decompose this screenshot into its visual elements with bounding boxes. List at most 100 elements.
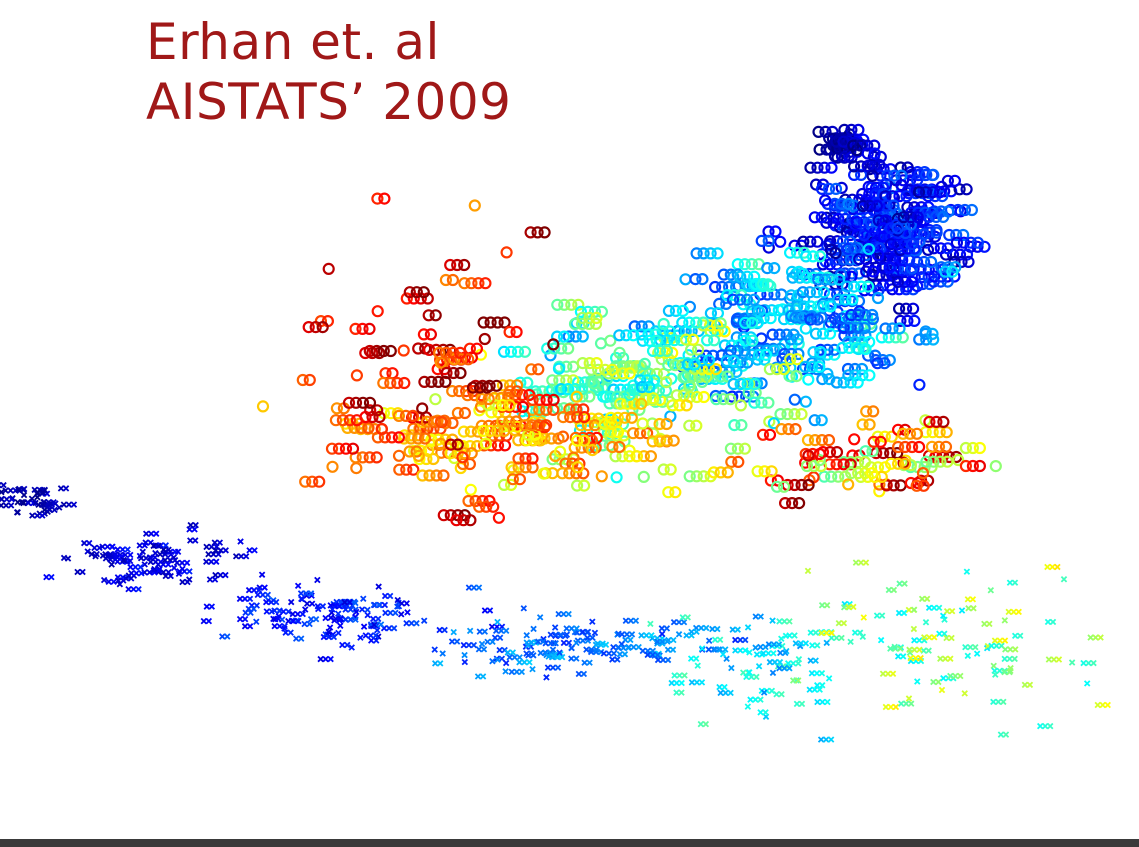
circle-point (844, 376, 857, 389)
circle-point (793, 271, 806, 284)
circle-point (609, 367, 622, 380)
circle-point (870, 199, 884, 213)
circle-point (775, 288, 788, 301)
circle-point (567, 451, 580, 464)
circle-point (434, 415, 448, 428)
cross-point (995, 698, 1002, 706)
cross-point (938, 686, 946, 694)
cross-point (1000, 698, 1007, 706)
circle-point (343, 414, 356, 427)
cross-point (210, 550, 217, 558)
circle-point (690, 316, 703, 329)
circle-point (851, 376, 864, 389)
cross-point (70, 501, 78, 508)
circle-point (822, 182, 836, 195)
cross-point (748, 673, 755, 681)
cross-point (403, 619, 410, 627)
cross-point (914, 678, 921, 685)
circle-point (813, 360, 826, 373)
cross-point (644, 651, 651, 659)
cross-point (555, 610, 562, 618)
cross-point (208, 603, 216, 610)
cross-point (818, 670, 826, 677)
cross-point (1085, 659, 1092, 667)
cross-point (568, 625, 575, 632)
cross-point (732, 636, 739, 644)
cross-point (308, 600, 316, 607)
circle-point (346, 442, 360, 455)
circle-point (599, 363, 612, 376)
cross-point (812, 657, 819, 664)
circle-point (841, 362, 855, 376)
cross-point (776, 618, 783, 625)
circle-point (646, 435, 659, 448)
cross-point (152, 549, 159, 557)
circle-point (526, 393, 539, 406)
circle-point (795, 478, 808, 492)
circle-point (495, 391, 508, 404)
circle-point (451, 258, 464, 272)
cross-point (907, 700, 915, 707)
circle-point (848, 242, 862, 255)
cross-point (967, 643, 974, 651)
circle-point (866, 169, 879, 182)
circle-point (503, 385, 517, 398)
cross-point (40, 499, 47, 506)
circle-point (474, 400, 488, 413)
circle-point (740, 293, 754, 306)
cross-point (584, 628, 592, 636)
circle-point (451, 438, 464, 451)
cross-point (285, 617, 292, 625)
circle-point (561, 383, 575, 396)
circle-point (412, 432, 425, 445)
circle-point (410, 286, 423, 299)
cross-point (245, 586, 253, 594)
cross-point (329, 606, 336, 613)
cross-point (937, 655, 944, 662)
circle-point (795, 408, 808, 421)
cross-point (737, 647, 744, 654)
circle-point (934, 455, 947, 468)
circle-point (852, 467, 865, 480)
circle-point (496, 379, 510, 392)
circle-point (697, 247, 710, 260)
cross-point (203, 558, 210, 565)
circle-point (887, 479, 900, 492)
cross-point (972, 643, 979, 651)
cross-point (137, 563, 144, 571)
cross-point (550, 653, 557, 660)
circle-point (450, 514, 463, 527)
circle-point (710, 393, 723, 406)
circle-point (611, 390, 624, 403)
circle-point (821, 367, 834, 380)
cross-point (806, 686, 813, 693)
circle-point (800, 271, 813, 284)
circle-point (819, 273, 832, 286)
cross-point (0, 496, 5, 503)
circle-point (576, 311, 589, 324)
circle-point (847, 160, 861, 173)
cross-point (847, 638, 854, 646)
circle-point (491, 316, 504, 329)
cross-point (74, 568, 81, 576)
cross-point (819, 682, 826, 689)
circle-point (864, 216, 878, 229)
circle-point (731, 442, 745, 455)
circle-point (455, 353, 468, 366)
cross-point (957, 672, 964, 680)
circle-point (502, 391, 515, 404)
circle-point (482, 392, 495, 406)
cross-point (729, 626, 736, 633)
cross-point (137, 554, 145, 562)
circle-point (770, 480, 784, 493)
circle-point (462, 353, 475, 366)
circle-point (592, 363, 605, 376)
circle-point (371, 305, 384, 318)
cross-point (860, 614, 868, 621)
circle-point (896, 427, 910, 440)
circle-point (313, 475, 326, 488)
cross-point (628, 631, 636, 638)
circle-point (496, 399, 509, 412)
cross-point (664, 638, 671, 645)
cross-point (990, 698, 997, 706)
